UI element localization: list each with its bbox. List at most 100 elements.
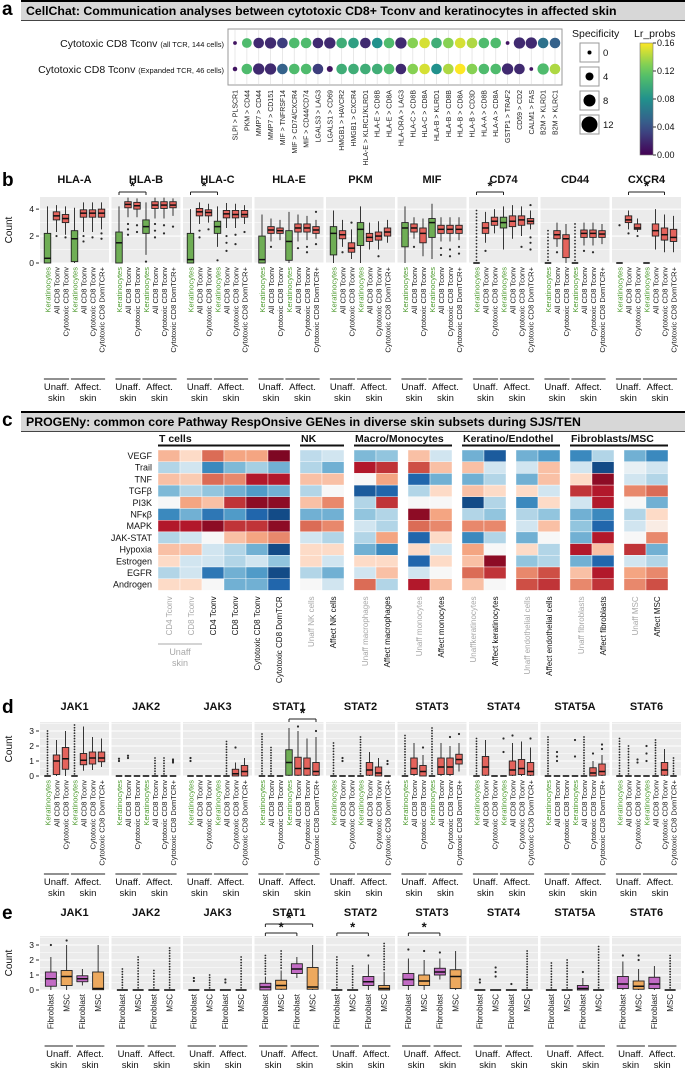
heatmap-cell: [623, 555, 647, 568]
box-label: All CD8 Tconv: [365, 780, 374, 827]
box: [401, 222, 409, 248]
dot: [348, 37, 359, 49]
heatmap-cell: [223, 473, 247, 486]
heatmap-cell: [483, 449, 507, 462]
box-label: Fibroblast: [579, 993, 588, 1029]
dot: [505, 41, 510, 45]
heatmap-col-label: Unaff NK cells: [307, 596, 316, 647]
box-label: Cytotoxic CD8 DomTCR+: [312, 779, 321, 865]
heatmap-col-label: Unaff monocytes: [415, 596, 424, 656]
group-label: skin: [191, 393, 208, 404]
box: [356, 222, 365, 246]
heatmap-cell: [645, 508, 669, 521]
dot: [300, 37, 312, 49]
panel-d: d JAK1 Keratinocytes All CD8 Tconv Cytotoxi…: [0, 698, 685, 904]
svg-text:0.00: 0.00: [657, 150, 675, 160]
heatmap-cell: [645, 449, 669, 462]
box-label: Keratinocytes: [615, 780, 624, 826]
box-label: Cytotoxic CD8 DomTCR+: [669, 266, 678, 352]
heatmap-col-label: CD4 Tconv: [209, 596, 218, 635]
group-label: Unaff.: [547, 1049, 572, 1060]
group-label: Affect.: [291, 1049, 318, 1060]
box-label: Cytotoxic CD8 Tconv: [562, 780, 571, 850]
box-label: Fibroblast: [190, 993, 199, 1029]
heatmap-cell: [321, 566, 345, 579]
group-label: skin: [509, 888, 526, 899]
heatmap-cell: [179, 566, 203, 579]
box-label: Fibroblast: [118, 993, 127, 1029]
pathway-label: PI3K: [132, 498, 152, 508]
heatmap-cell: [267, 461, 291, 474]
svg-text:CD59 > CD2: CD59 > CD2: [517, 90, 524, 130]
group-label: Unaff.: [187, 877, 212, 888]
group-label: skin: [439, 1060, 456, 1071]
svg-text:4: 4: [29, 204, 34, 214]
heatmap-cell: [157, 473, 181, 486]
heatmap-cell: [569, 555, 593, 568]
heatmap-cell: [321, 449, 345, 462]
box-label: Cytotoxic CD8 Tconv: [231, 267, 240, 337]
box-label: MSC: [666, 994, 675, 1012]
group-label: skin: [368, 1060, 385, 1071]
svg-text:B2M > KLRD1: B2M > KLRD1: [541, 90, 548, 135]
gene-title: JAK3: [203, 907, 231, 919]
heatmap-cell: [223, 496, 247, 509]
box-label: MSC: [563, 994, 572, 1012]
box-label: Keratinocytes: [43, 267, 52, 313]
boxplot-HLA-C: HLA-C*Keratinocytes All CD8 Tconv Cytotoxi…: [183, 174, 252, 404]
pathway-label: EGFR: [127, 568, 153, 578]
group-label: Affect.: [432, 382, 459, 393]
svg-text:12: 12: [603, 120, 614, 131]
heatmap-cell: [537, 484, 561, 497]
box: [52, 754, 61, 775]
heatmap-cell: [537, 461, 561, 474]
dot: [478, 37, 490, 49]
box-label: All CD8 Tconv: [79, 267, 88, 314]
heatmap-cell: [407, 508, 431, 521]
heatmap-cell: [591, 461, 615, 474]
dot: [348, 63, 359, 75]
heatmap-col-label: Unaff endothelial cells: [523, 596, 532, 674]
heatmap-col-label: Unaff MSC: [631, 596, 640, 635]
box: [616, 976, 629, 989]
box-label: Cytotoxic CD8 Tconv: [133, 267, 142, 337]
dot: [324, 37, 336, 49]
heatmap-cell: [353, 566, 377, 579]
heatmap-cell: [537, 519, 561, 533]
heatmap-cell: [407, 543, 431, 556]
heatmap-cell: [645, 555, 669, 568]
group-label: skin: [294, 393, 311, 404]
heatmap-cell: [201, 578, 225, 591]
pathway-label: NFκβ: [130, 510, 152, 520]
dot: [537, 63, 549, 75]
dot: [233, 41, 237, 45]
heatmap-cell: [461, 461, 485, 474]
heatmap-cell: [483, 496, 507, 509]
svg-text:MIF > CD74/CXCR4: MIF > CD74/CXCR4: [292, 90, 299, 154]
box-label: Cytotoxic CD8 Tconv: [231, 780, 240, 850]
heatmap-cell: [623, 496, 647, 509]
heatmap-cell: [179, 508, 203, 521]
group-label: Unaff.: [332, 1049, 357, 1060]
box-label: Keratinocytes: [571, 267, 580, 313]
boxplot-STAT1: STAT1**Fibroblast MSC Fibroblast MSCUnaff.s…: [254, 907, 324, 1071]
group-label: skin: [225, 1060, 242, 1071]
heatmap-cell: [353, 555, 377, 568]
box-label: All CD8 Tconv: [437, 267, 446, 314]
heatmap-cell: [157, 508, 181, 521]
panel-a-title: CellChat: Communication analyses between…: [21, 0, 685, 21]
group-label: skin: [549, 393, 566, 404]
heatmap-cell: [223, 578, 247, 591]
box: [285, 230, 293, 261]
svg-text:0.08: 0.08: [657, 94, 675, 104]
boxplot-STAT1: STAT1*Keratinocytes All CD8 Tconv Cytotoxi…: [254, 701, 324, 899]
dotplot-row-label: Cytotoxic CD8 Tconv (Expanded TCR, 46 ce…: [38, 64, 224, 76]
gene-title: JAK1: [60, 907, 88, 919]
heatmap-cell: [645, 543, 669, 556]
box-label: MSC: [94, 994, 103, 1012]
heatmap-cell: [157, 578, 181, 591]
